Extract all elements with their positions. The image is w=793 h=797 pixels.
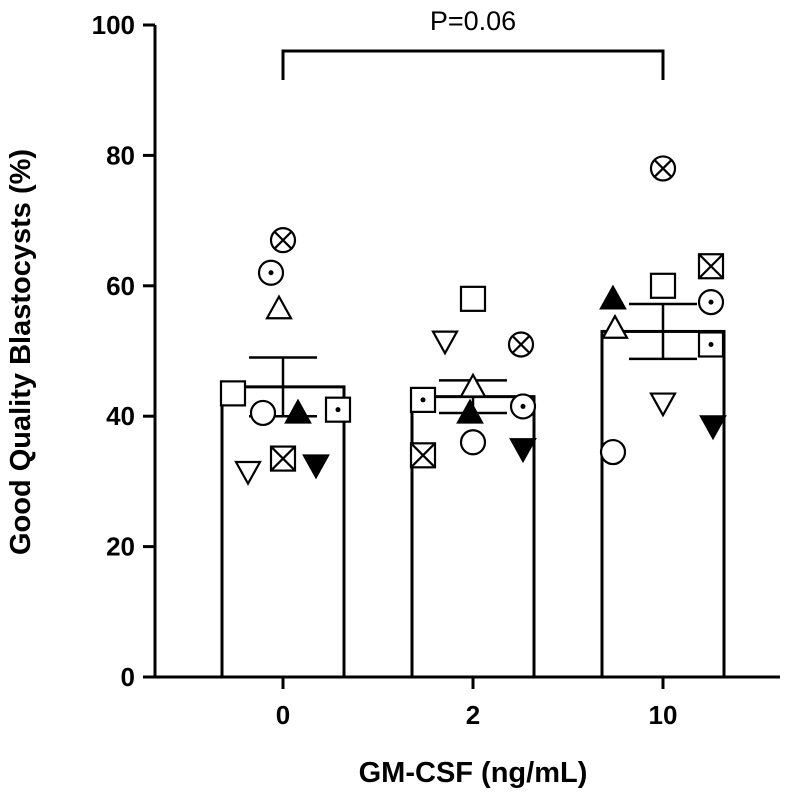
y-tick-label: 0 bbox=[121, 662, 135, 692]
x-tick-label: 2 bbox=[466, 700, 480, 730]
data-point-square-dot bbox=[324, 396, 352, 423]
significance-label: P=0.06 bbox=[430, 6, 516, 36]
data-point-triangle-down-open bbox=[431, 330, 459, 356]
data-point-circle-open bbox=[249, 399, 277, 427]
significance-bracket bbox=[281, 49, 665, 80]
x-tick-label: 10 bbox=[649, 700, 678, 730]
data-point-triangle-down-open bbox=[234, 460, 262, 486]
error-bar-10 bbox=[629, 302, 697, 361]
axes-layer: 0 20 40 60 80 100 0 2 10 bbox=[92, 10, 780, 730]
data-point-circle-dot bbox=[257, 259, 285, 286]
data-point-circle-open bbox=[459, 429, 487, 456]
y-tick-label: 40 bbox=[106, 401, 135, 431]
bar-0 bbox=[220, 385, 346, 679]
significance-annotation: P=0.06 bbox=[281, 6, 665, 80]
bar-10 bbox=[600, 329, 726, 679]
y-tick-label: 20 bbox=[106, 532, 135, 562]
data-point-circle-dot bbox=[509, 393, 537, 420]
data-point-triangle-up-filled bbox=[599, 284, 627, 310]
y-tick-label: 80 bbox=[106, 140, 135, 170]
data-point-circle-x bbox=[269, 227, 297, 254]
y-tick-label: 60 bbox=[106, 271, 135, 301]
data-point-triangle-down-open bbox=[649, 392, 677, 418]
y-tick-label: 100 bbox=[92, 10, 135, 40]
data-point-square-x bbox=[697, 253, 725, 280]
data-point-square-dot bbox=[409, 386, 437, 413]
data-point-triangle-down-filled bbox=[509, 438, 537, 464]
data-point-circle-x bbox=[649, 155, 677, 182]
data-point-square-open bbox=[459, 285, 487, 312]
data-point-triangle-up-filled bbox=[284, 398, 312, 424]
data-points-layer bbox=[219, 155, 727, 486]
data-point-circle-x bbox=[507, 331, 535, 358]
x-axis-title: GM-CSF (ng/mL) bbox=[359, 757, 588, 789]
data-point-triangle-up-filled bbox=[456, 398, 484, 424]
data-point-triangle-up-open bbox=[459, 372, 487, 398]
data-point-triangle-up-open bbox=[601, 313, 629, 339]
data-point-triangle-down-filled bbox=[302, 454, 330, 480]
data-point-square-x bbox=[269, 445, 297, 472]
y-axis-title: Good Quality Blastocysts (%) bbox=[5, 149, 37, 555]
data-point-square-open bbox=[219, 380, 247, 407]
data-point-triangle-up-open bbox=[265, 294, 293, 320]
data-point-triangle-down-filled bbox=[699, 415, 727, 441]
data-point-circle-dot bbox=[697, 289, 725, 316]
data-point-square-dot bbox=[697, 331, 725, 358]
x-tick-label: 0 bbox=[276, 700, 290, 730]
data-point-square-x bbox=[409, 442, 437, 469]
data-point-square-open bbox=[649, 272, 677, 299]
data-point-circle-open bbox=[599, 438, 627, 466]
